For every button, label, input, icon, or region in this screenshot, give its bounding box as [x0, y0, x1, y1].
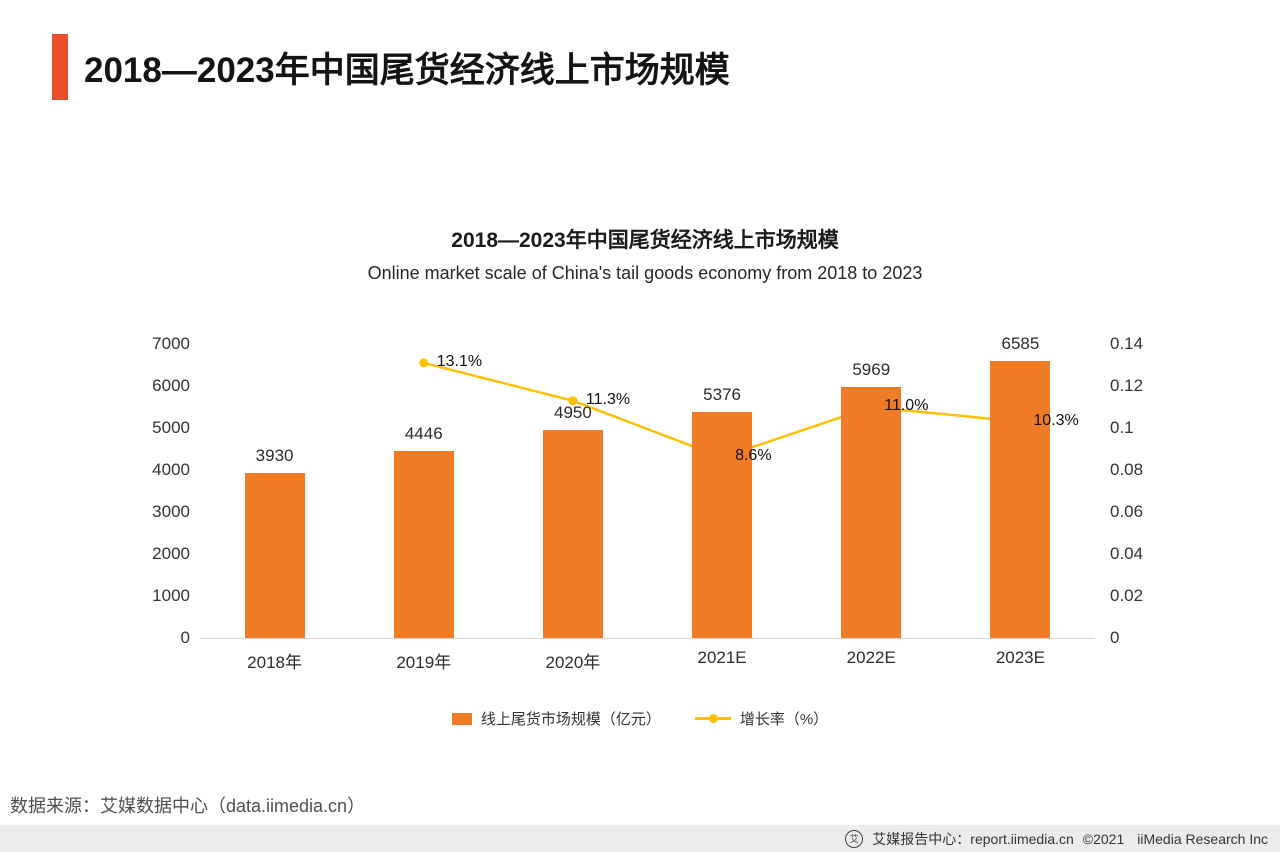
x-axis-label: 2022E [846, 648, 896, 667]
footer-company: iiMedia Research Inc [1137, 830, 1268, 847]
secondary-y-axis-tick: 0.08 [1110, 460, 1144, 479]
page-header: 2018—2023年中国尾货经济线上市场规模 [52, 34, 730, 100]
y-axis-tick: 3000 [152, 502, 190, 521]
bar-value-label: 5376 [703, 385, 741, 405]
x-axis: 2018年 2019年 2020年 2021E 2022E 2023E [200, 648, 1095, 672]
page-title: 2018—2023年中国尾货经济线上市场规模 [84, 50, 730, 90]
line-marker-icon [708, 714, 718, 723]
plot-area: 3930 4446 4950 5376 5969 6585 13.1% 11.3% 8.6% 11… [200, 334, 1095, 639]
y-axis-tick: 6000 [152, 376, 190, 395]
line-point-label: 13.1% [436, 352, 483, 370]
x-axis-label: 2021E [697, 648, 747, 667]
bar-value-label: 5969 [852, 360, 891, 380]
line-point-label: 8.6% [735, 447, 772, 465]
line-point-label: 11.3% [585, 390, 631, 408]
secondary-y-axis-tick: 0.14 [1110, 334, 1144, 353]
iimedia-logo-icon: 艾 [845, 829, 864, 848]
legend-item-line: 增长率（%） [694, 708, 829, 729]
footer-copyright: ©2021 [1082, 830, 1125, 847]
footer-bar: 艾 艾媒报告中心：report.iimedia.cn ©2021 iiMedia… [0, 825, 1280, 852]
secondary-y-axis-tick: 0.12 [1110, 376, 1144, 395]
line-swatch [694, 714, 731, 723]
line-point-label: 11.0% [884, 397, 929, 414]
secondary-y-axis-tick: 0 [1110, 628, 1120, 647]
legend-item-bar: 线上尾货市场规模（亿元） [451, 708, 661, 729]
y-axis-tick: 2000 [152, 544, 190, 563]
bar [393, 451, 454, 638]
x-axis-label: 2020年 [545, 653, 601, 672]
bar [244, 472, 305, 638]
y-axis-tick: 1000 [152, 586, 190, 605]
bar-swatch [451, 712, 472, 725]
x-axis-label: 2023E [995, 648, 1045, 667]
line-point-label: 10.3% [1033, 411, 1079, 429]
growth-line [419, 358, 1025, 462]
header-accent-bar [52, 34, 68, 100]
bar-value-label: 4950 [553, 403, 592, 423]
bar-value-label: 6585 [1001, 334, 1040, 354]
x-axis-label: 2018年 [247, 653, 302, 672]
legend-bar-label: 线上尾货市场规模（亿元） [480, 711, 661, 728]
bar-value-label: 4446 [404, 424, 443, 444]
legend-line-label: 增长率（%） [739, 711, 829, 728]
secondary-y-axis-tick: 0.1 [1110, 418, 1134, 437]
secondary-y-axis-tick: 0.04 [1110, 544, 1144, 563]
legend: 线上尾货市场规模（亿元） 增长率（%） [0, 708, 1280, 729]
right-axis: 0 0.02 0.04 0.06 0.08 0.1 0.12 0.14 [1110, 334, 1190, 647]
y-axis-tick: 0 [180, 628, 190, 647]
y-axis-tick: 5000 [152, 418, 190, 437]
x-axis-label: 2019年 [396, 653, 452, 672]
bar-value-label: 3930 [255, 445, 294, 465]
chart-subtitle: Online market scale of China's tail good… [367, 263, 923, 283]
bar [990, 361, 1051, 638]
line-point-marker-icon [568, 396, 578, 406]
chart-title: 2018—2023年中国尾货经济线上市场规模 [451, 229, 839, 252]
bar [841, 387, 902, 638]
left-axis: 0 1000 2000 3000 4000 5000 6000 7000 [110, 334, 190, 647]
y-axis-tick: 7000 [152, 334, 190, 353]
secondary-y-axis-tick: 0.06 [1110, 502, 1144, 521]
bar [542, 430, 603, 638]
source-note: 数据来源：艾媒数据中心（data.iimedia.cn） [10, 796, 366, 816]
secondary-y-axis-tick: 0.02 [1110, 586, 1144, 605]
line-point-marker-icon [419, 358, 429, 368]
y-axis-tick: 4000 [152, 460, 190, 479]
bar [692, 412, 753, 638]
footer-report-center: 艾媒报告中心：report.iimedia.cn [872, 830, 1074, 847]
